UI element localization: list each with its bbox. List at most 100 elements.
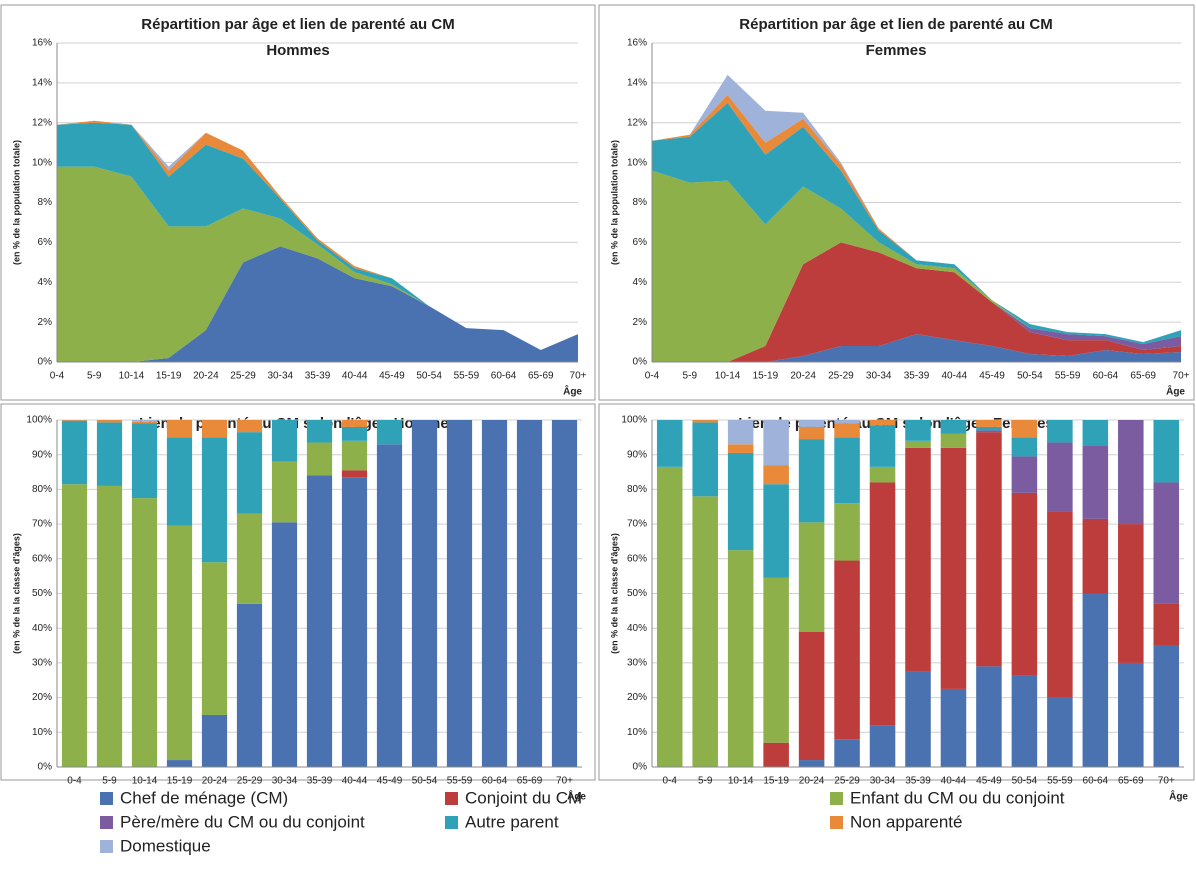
bar-segment [1047, 442, 1073, 512]
bar-segment [306, 420, 333, 443]
panel [598, 4, 1195, 401]
legend-label: Conjoint du CM [465, 788, 582, 807]
area [652, 242, 1181, 362]
legend-swatch [445, 792, 458, 805]
bar-segment [341, 426, 368, 441]
y-axis-label: (en % de la population totale) [11, 140, 21, 265]
y-tick-label: 70% [627, 519, 647, 530]
bar-segment [798, 760, 825, 767]
bar-segment [1153, 603, 1180, 646]
bar-segment [306, 442, 333, 476]
bar-segment [411, 420, 438, 767]
bar-segment [692, 420, 718, 423]
bar-segment [869, 482, 896, 726]
bar-segment [656, 466, 683, 767]
y-tick-label: 0% [633, 762, 648, 773]
x-tick-label: 0-4 [67, 776, 82, 787]
y-tick-label: 12% [32, 117, 52, 128]
x-tick-label: 70+ [570, 371, 587, 382]
bar-segment [1011, 437, 1038, 457]
x-tick-label: 65-69 [528, 371, 554, 382]
y-tick-label: 16% [32, 38, 52, 49]
y-tick-label: 10% [32, 727, 52, 738]
y-tick-label: 30% [627, 658, 647, 669]
area [57, 166, 578, 362]
bar-segment [1011, 420, 1038, 438]
panel [0, 4, 596, 401]
x-tick-label: 40-44 [342, 776, 368, 787]
bar-segment [1047, 420, 1073, 443]
x-tick-label: 20-24 [193, 371, 219, 382]
bar-segment [976, 426, 1002, 431]
x-tick-label: 60-64 [482, 776, 508, 787]
x-tick-label: 55-59 [454, 371, 480, 382]
bar-segment [236, 432, 263, 514]
x-tick-label: 30-34 [267, 371, 293, 382]
bar-segment [763, 577, 789, 743]
bar-segment [201, 562, 228, 715]
bar-segment [481, 420, 508, 767]
bar-segment [976, 666, 1002, 767]
x-tick-label: 15-19 [167, 776, 193, 787]
bar-segment [131, 420, 158, 422]
bar-segment [1153, 420, 1180, 483]
x-tick-label: 35-39 [307, 776, 333, 787]
bar-segment [834, 420, 860, 424]
y-tick-label: 0% [38, 762, 53, 773]
x-tick-label: 30-34 [272, 776, 298, 787]
y-tick-label: 40% [627, 623, 647, 634]
bar-segment [376, 420, 403, 445]
bar-segment [1153, 645, 1180, 767]
y-tick-label: 10% [32, 157, 52, 168]
bar-segment [341, 470, 368, 478]
x-tick-label: 55-59 [1047, 776, 1073, 787]
y-axis-label: (en % de la la classe d'âges) [609, 533, 619, 654]
bar-segment [1082, 593, 1109, 767]
bar-segment [727, 444, 754, 453]
legend-swatch [100, 792, 113, 805]
x-axis-label: Âge [1166, 385, 1185, 398]
y-tick-label: 16% [627, 38, 647, 49]
x-tick-label: 55-59 [447, 776, 473, 787]
y-tick-label: 14% [627, 78, 647, 89]
x-tick-label: 5-9 [698, 776, 713, 787]
x-tick-label: 10-14 [715, 371, 741, 382]
bar-segment [763, 465, 789, 485]
y-tick-label: 14% [32, 78, 52, 89]
bar-segment [1118, 420, 1144, 525]
x-tick-label: 65-69 [517, 776, 543, 787]
legend-label: Autre parent [465, 812, 559, 831]
x-tick-label: 40-44 [941, 776, 967, 787]
y-tick-label: 80% [32, 484, 52, 495]
bar-segment [798, 426, 825, 440]
y-tick-label: 50% [627, 588, 647, 599]
legend-swatch [100, 840, 113, 853]
bar-segment [869, 425, 896, 467]
x-tick-label: 70+ [1158, 776, 1175, 787]
y-tick-label: 90% [627, 449, 647, 460]
bar-segment [166, 525, 193, 761]
bar-segment [1047, 697, 1073, 767]
bar-segment [446, 420, 473, 767]
area [652, 94, 1181, 343]
x-tick-label: 5-9 [683, 371, 698, 382]
legend-swatch [100, 816, 113, 829]
bar-segment [834, 423, 860, 438]
x-tick-label: 65-69 [1118, 776, 1144, 787]
bar-segment [61, 484, 88, 767]
panel [598, 403, 1195, 781]
bar-segment [551, 420, 578, 767]
bar-segment [1082, 420, 1109, 447]
x-tick-label: 60-64 [1083, 776, 1109, 787]
bar-segment [869, 466, 896, 483]
y-tick-label: 20% [627, 692, 647, 703]
bar-segment [341, 440, 368, 471]
legend-swatch [830, 792, 843, 805]
legend-swatch [830, 816, 843, 829]
x-tick-label: 30-34 [866, 371, 892, 382]
x-tick-label: 50-54 [412, 776, 438, 787]
x-tick-label: 0-4 [50, 371, 65, 382]
y-tick-label: 6% [38, 237, 53, 248]
bar-segment [692, 422, 718, 497]
bar-segment [271, 461, 298, 523]
